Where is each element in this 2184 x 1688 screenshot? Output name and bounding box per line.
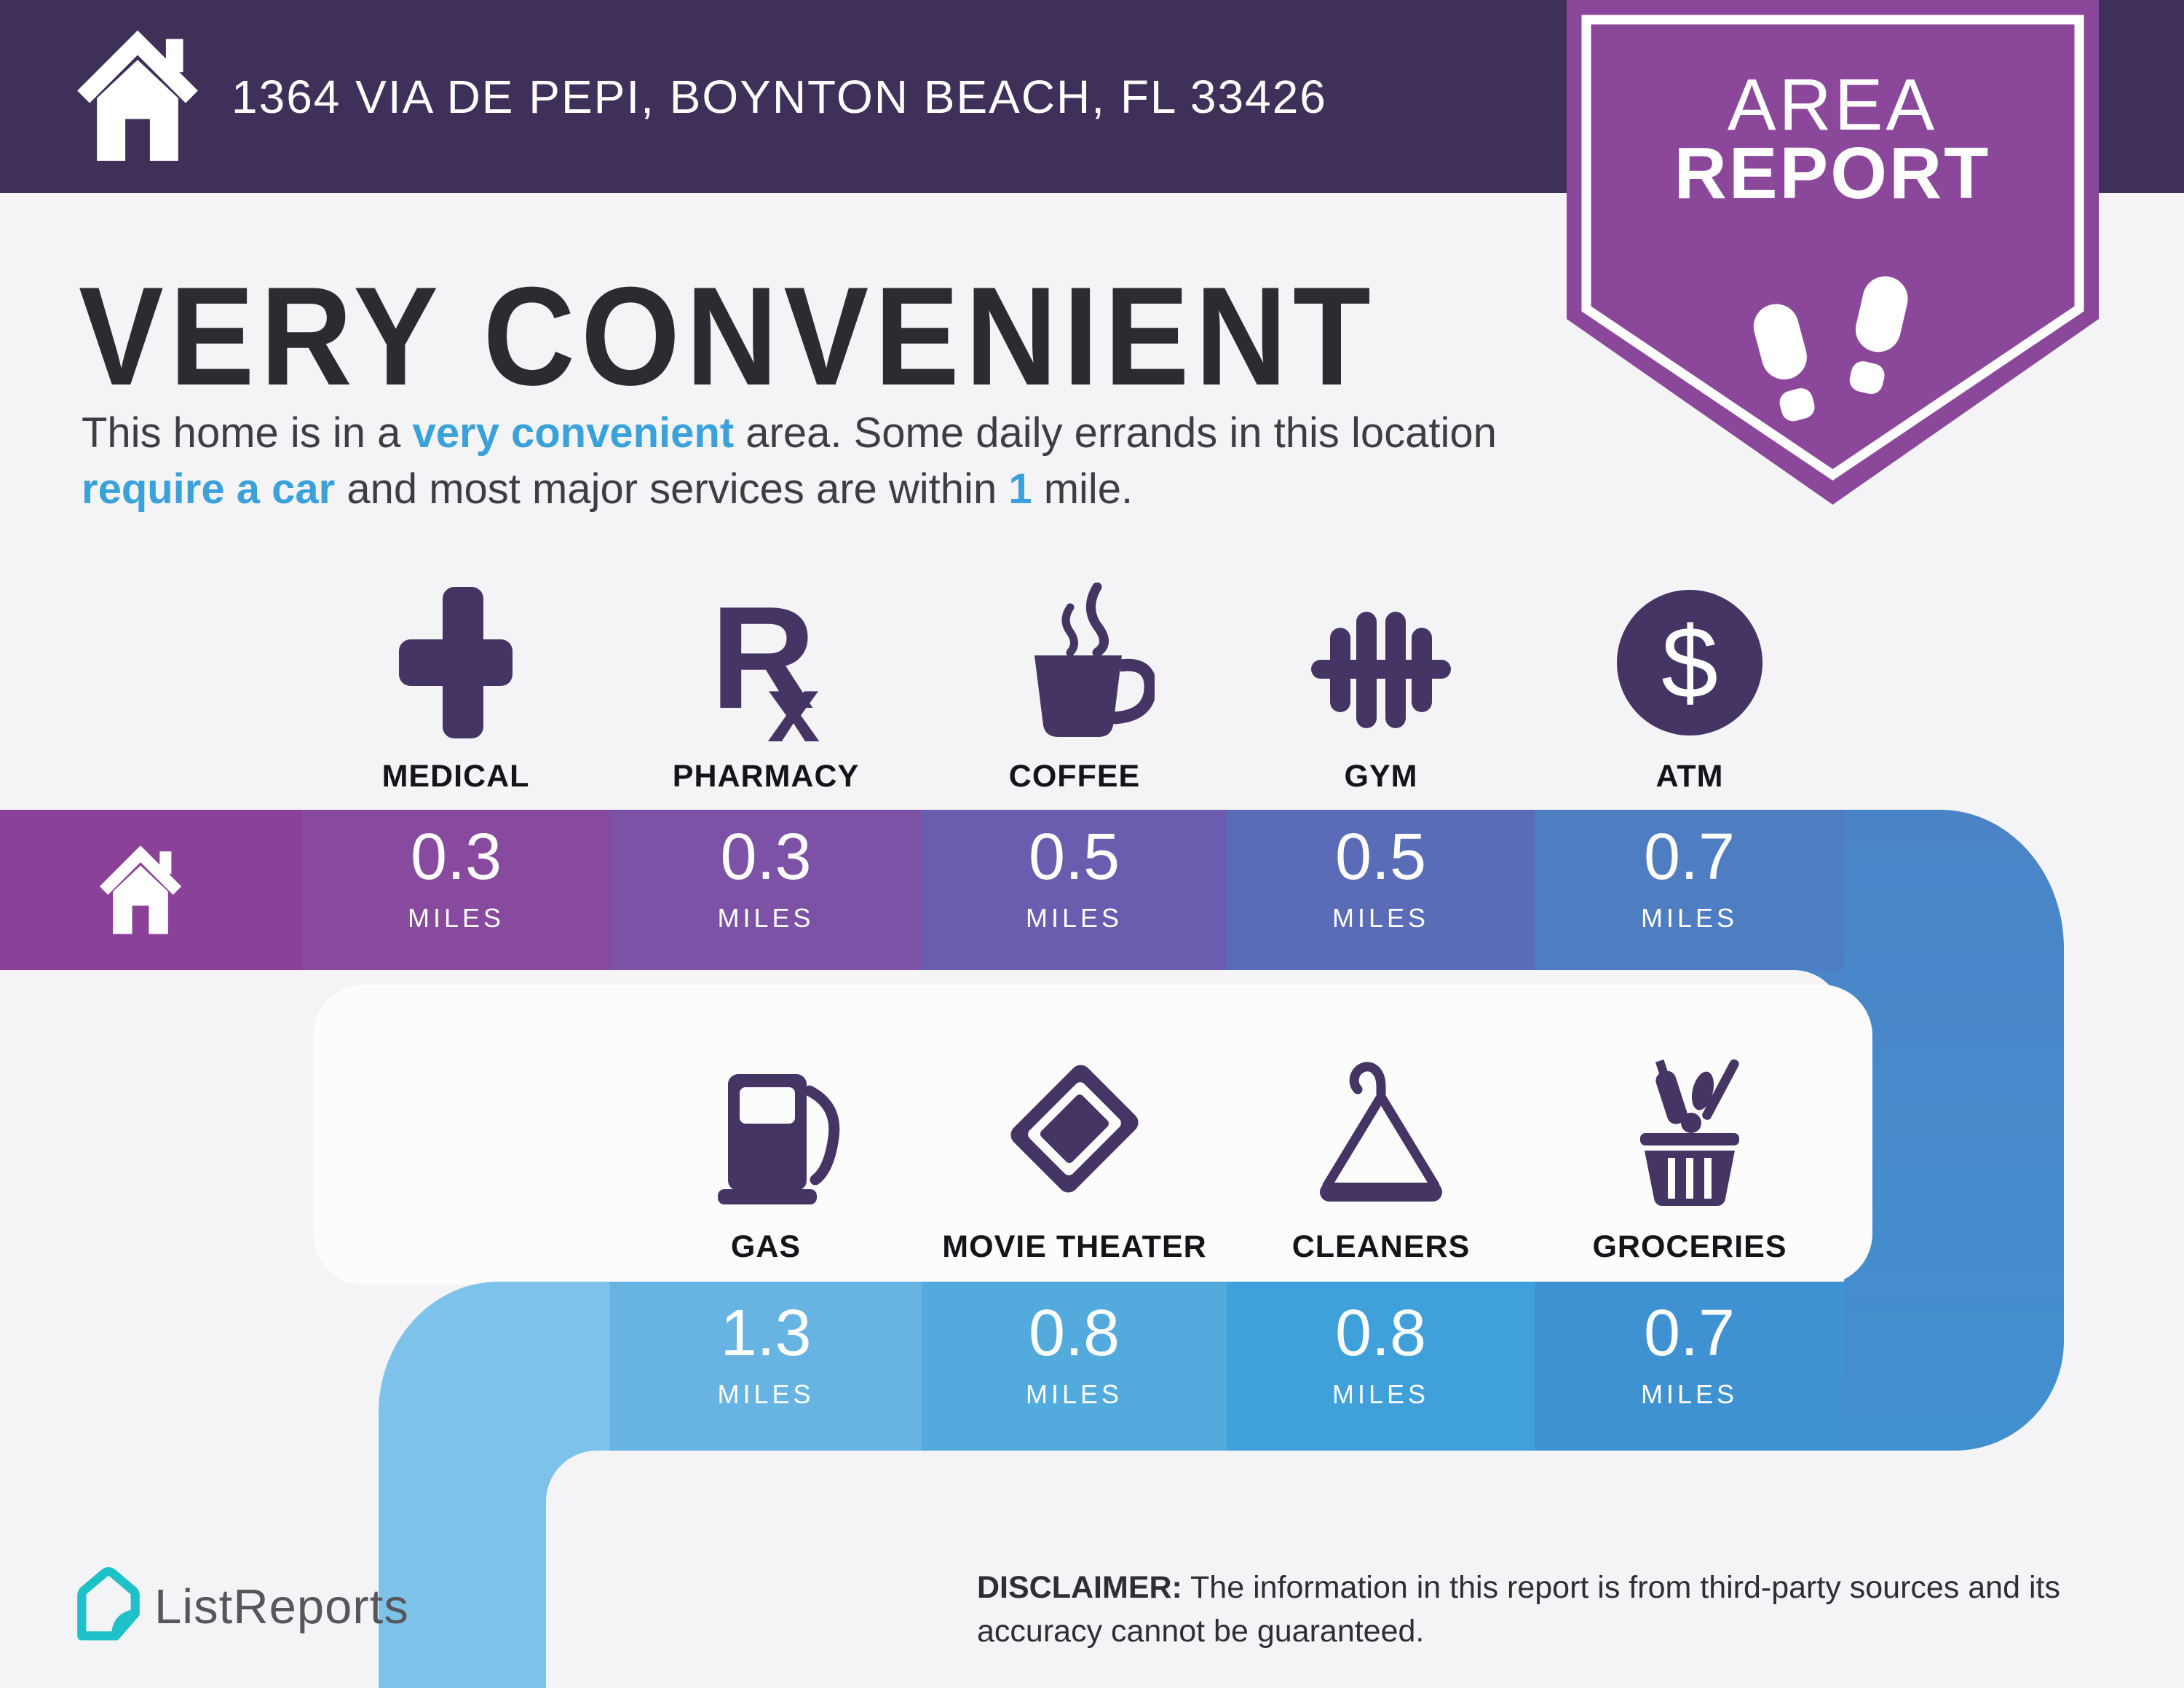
dollar-circle-icon: $ bbox=[1617, 590, 1762, 735]
path-right-strip bbox=[1844, 810, 2064, 1451]
ticket-icon bbox=[1010, 1065, 1139, 1193]
path-inner-corner-bottom bbox=[546, 1451, 597, 1502]
distance-unit: MILES bbox=[1332, 903, 1430, 933]
intro-text: This home is in a bbox=[82, 409, 413, 457]
distance-cell-cleaners: 0.8 MILES bbox=[1227, 1282, 1535, 1451]
distance-unit: MILES bbox=[1332, 1379, 1430, 1409]
svg-text:$: $ bbox=[1661, 605, 1718, 719]
intro-highlight-1: very convenient bbox=[412, 409, 735, 457]
listreports-brand: ListReports bbox=[154, 1579, 409, 1634]
distance-cell-coffee: 0.5 MILES bbox=[922, 810, 1227, 970]
distance-cell-medical: 0.3 MILES bbox=[302, 810, 610, 970]
distance-value: 0.5 bbox=[1334, 821, 1427, 894]
medical-cross-icon bbox=[399, 587, 513, 738]
distance-cell-atm: 0.7 MILES bbox=[1535, 810, 1844, 970]
intro-highlight-2: require a car bbox=[82, 465, 336, 513]
intro-text: area. Some daily errands in this locatio… bbox=[734, 409, 1497, 457]
listreports-logo-icon bbox=[77, 1567, 140, 1641]
dumbbell-icon bbox=[1311, 612, 1451, 728]
distance-unit: MILES bbox=[1025, 903, 1123, 933]
distance-value: 0.7 bbox=[1643, 821, 1736, 894]
rx-icon: R x bbox=[711, 583, 820, 743]
service-label-gym: GYM bbox=[1344, 759, 1418, 794]
svg-text:x: x bbox=[767, 655, 820, 743]
home-icon bbox=[99, 845, 182, 934]
footprints-icon bbox=[1753, 276, 1908, 422]
hanger-icon bbox=[1320, 1062, 1442, 1202]
service-label-medical: MEDICAL bbox=[381, 759, 530, 794]
distance-value: 1.3 bbox=[720, 1297, 812, 1370]
distance-cell-gym: 0.5 MILES bbox=[1227, 810, 1535, 970]
service-label-cleaners: CLEANERS bbox=[1291, 1229, 1471, 1264]
distance-value: 0.3 bbox=[410, 821, 502, 894]
badge-line2: REPORT bbox=[1674, 133, 1991, 214]
distance-unit: MILES bbox=[717, 1379, 815, 1409]
distance-unit: MILES bbox=[1025, 1379, 1123, 1409]
disclaimer: DISCLAIMER: The information in this repo… bbox=[977, 1566, 2134, 1653]
home-icon bbox=[77, 30, 198, 161]
distance-cell-movie-theater: 0.8 MILES bbox=[922, 1282, 1227, 1451]
service-label-groceries: GROCERIES bbox=[1592, 1229, 1787, 1264]
path-bottom-strip bbox=[379, 1451, 546, 1688]
property-address: 1364 VIA DE PEPI, BOYNTON BEACH, FL 3342… bbox=[232, 70, 1327, 123]
path-left-curve bbox=[379, 1282, 610, 1451]
intro-paragraph: This home is in a very convenient area. … bbox=[82, 405, 1588, 517]
distance-value: 0.7 bbox=[1643, 1297, 1736, 1370]
distance-cell-gas: 1.3 MILES bbox=[610, 1282, 922, 1451]
intro-text: and most major services are within bbox=[335, 465, 1009, 513]
page-title: VERY CONVENIENT bbox=[79, 259, 1377, 415]
service-label-pharmacy: PHARMACY bbox=[672, 759, 860, 794]
coffee-cup-icon bbox=[1034, 583, 1155, 737]
badge-shape bbox=[1567, 0, 2099, 505]
badge-line1: AREA bbox=[1728, 64, 1937, 146]
service-label-gas: GAS bbox=[730, 1229, 802, 1264]
service-label-atm: ATM bbox=[1655, 759, 1724, 794]
distance-unit: MILES bbox=[1640, 1379, 1738, 1409]
distance-cell-groceries: 0.7 MILES bbox=[1535, 1282, 1844, 1451]
distance-value: 0.3 bbox=[720, 821, 812, 894]
service-label-coffee: COFFEE bbox=[1008, 759, 1141, 794]
distance-unit: MILES bbox=[1640, 903, 1738, 933]
disclaimer-label: DISCLAIMER: bbox=[977, 1570, 1182, 1605]
service-label-movie-theater: MOVIE THEATER bbox=[942, 1229, 1207, 1264]
distance-unit: MILES bbox=[407, 903, 505, 933]
disclaimer-text: The information in this report is from t… bbox=[977, 1570, 2060, 1649]
distance-value: 0.5 bbox=[1028, 821, 1120, 894]
distance-value: 0.8 bbox=[1334, 1297, 1427, 1370]
grocery-basket-icon bbox=[1640, 1059, 1739, 1206]
area-report-badge: AREA REPORT bbox=[1567, 0, 2099, 505]
distance-value: 0.8 bbox=[1028, 1297, 1120, 1370]
gas-pump-icon bbox=[718, 1074, 840, 1204]
home-cell bbox=[0, 810, 302, 970]
badge-inner-border bbox=[1581, 15, 2084, 481]
intro-highlight-3: 1 bbox=[1008, 465, 1032, 513]
distance-cell-pharmacy: 0.3 MILES bbox=[610, 810, 922, 970]
intro-text: mile. bbox=[1032, 465, 1133, 513]
svg-text:R: R bbox=[711, 583, 815, 739]
distance-unit: MILES bbox=[717, 903, 815, 933]
